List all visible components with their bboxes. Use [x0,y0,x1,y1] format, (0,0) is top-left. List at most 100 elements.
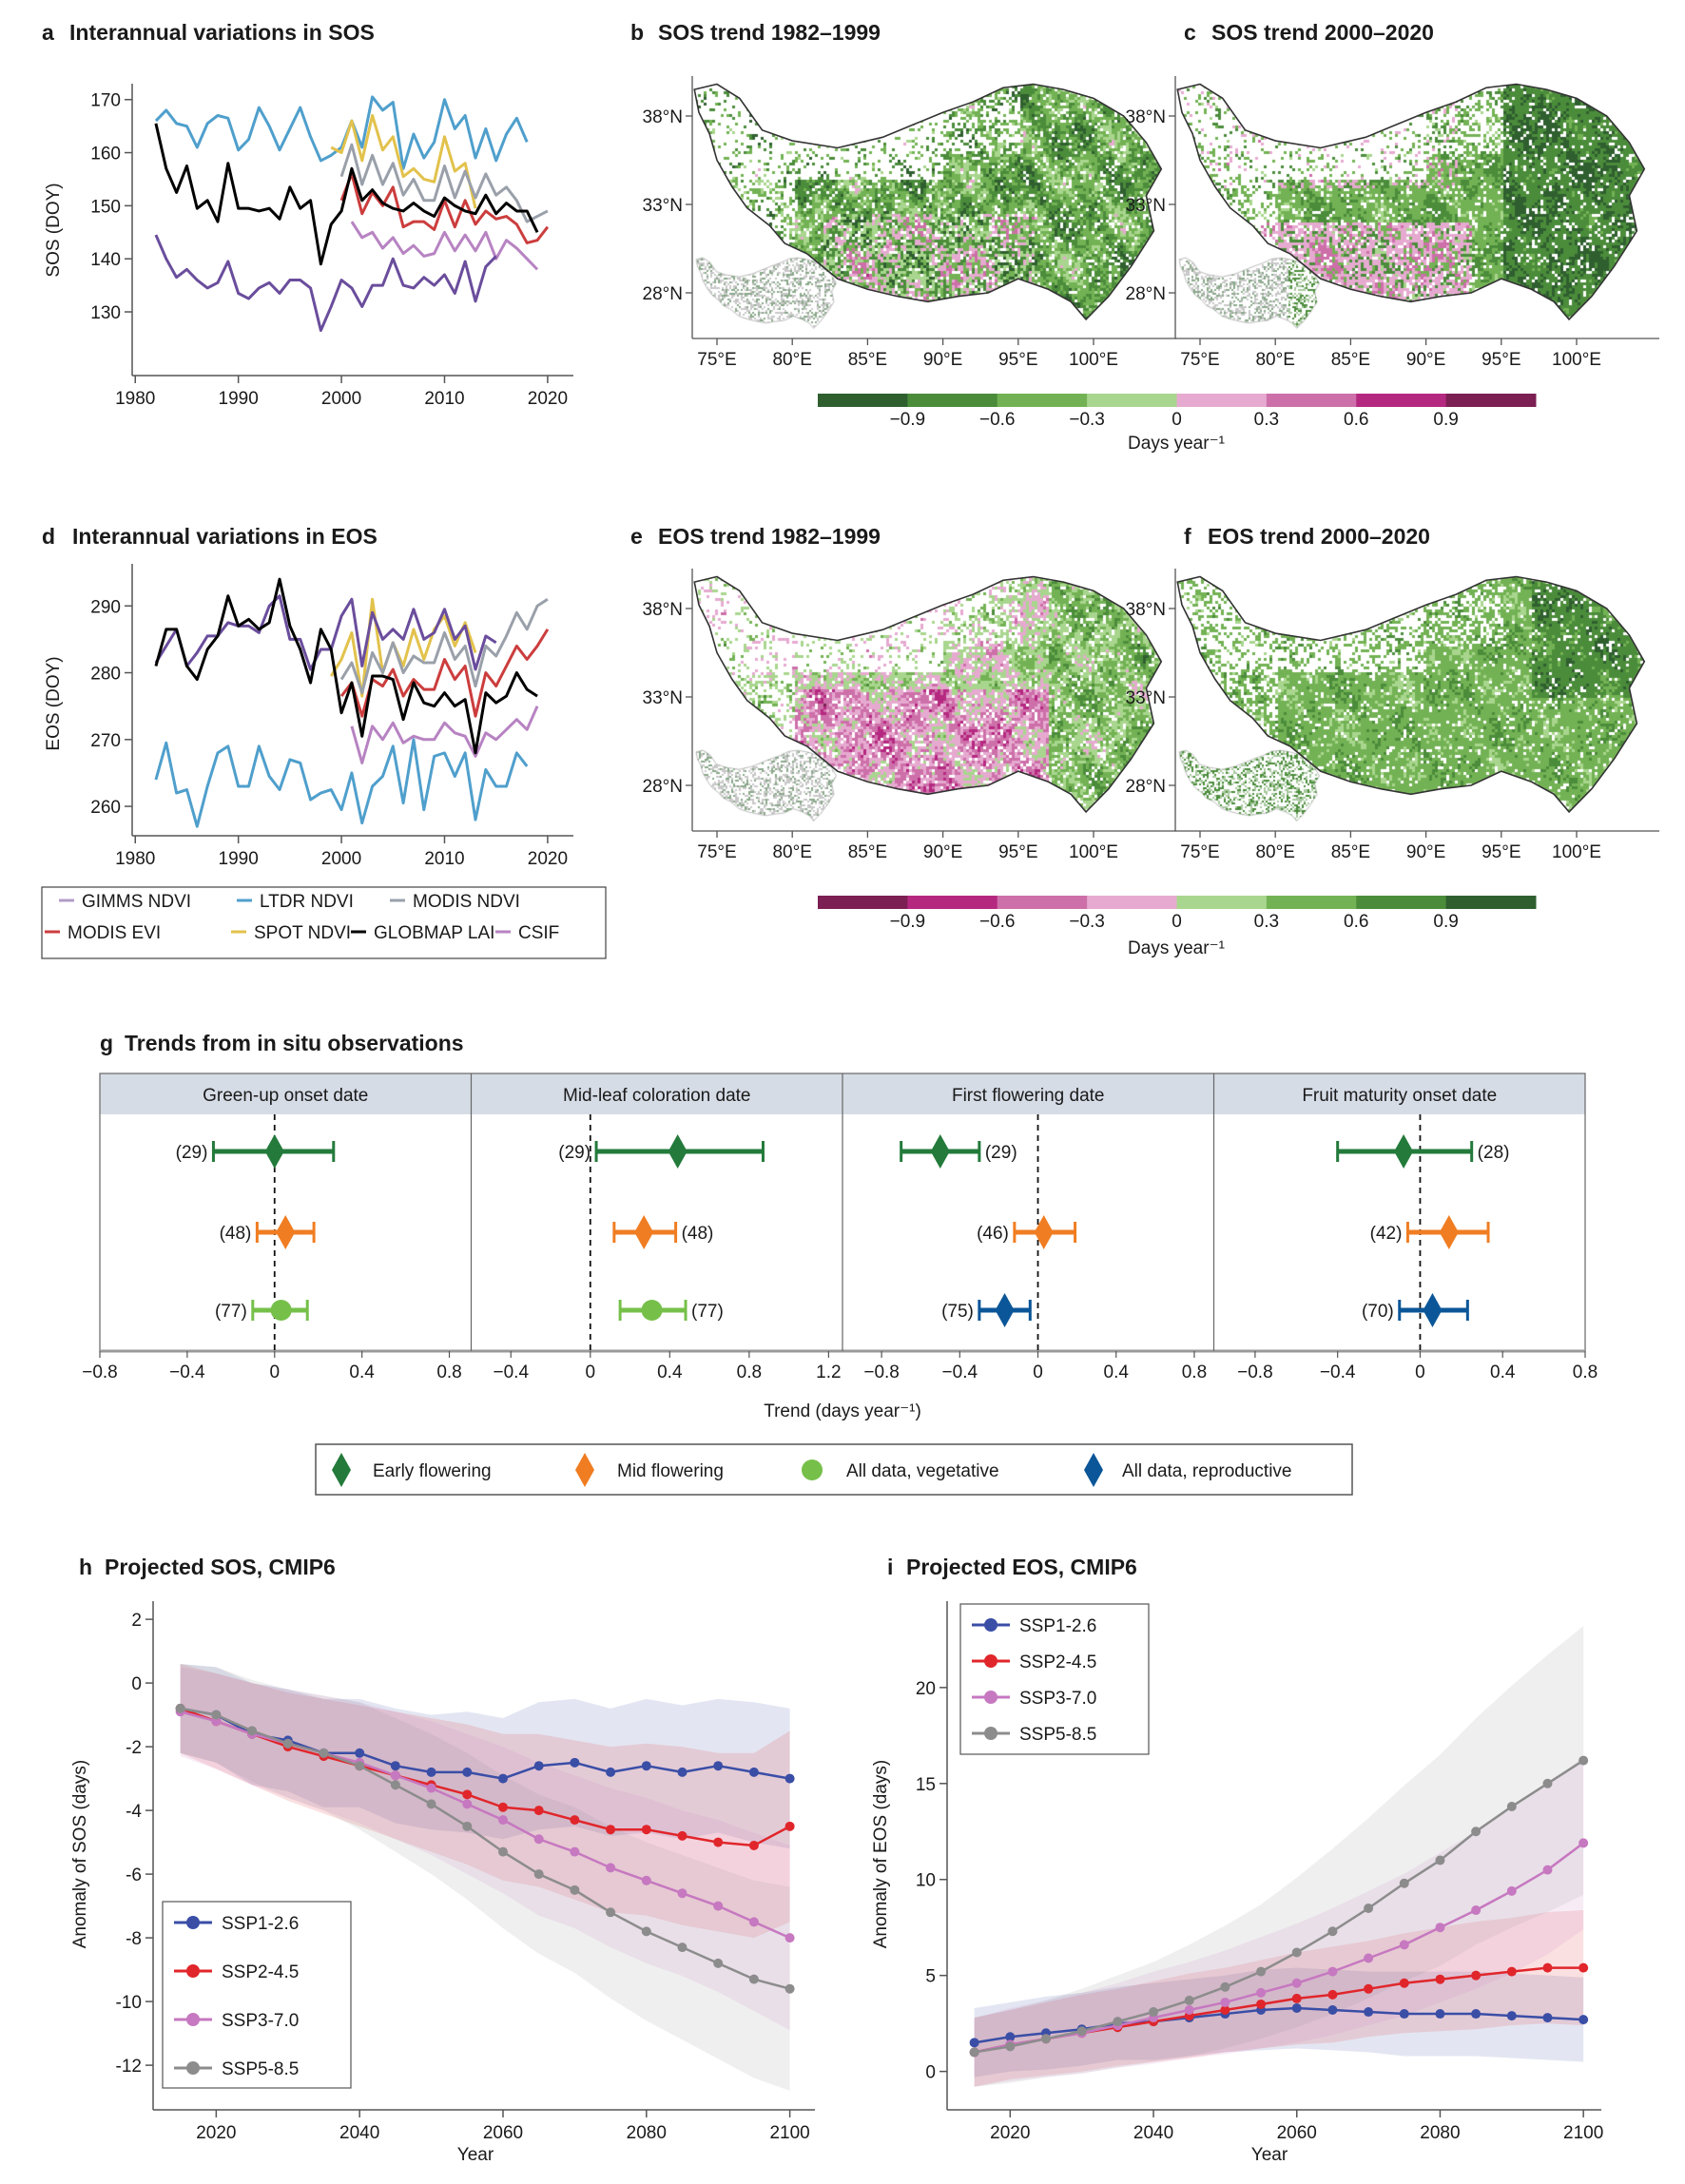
data-point-SSP3-7.0 [1471,1905,1482,1916]
data-point-SSP3-7.0 [570,1846,580,1857]
lon-tick-label: 90°E [1406,350,1445,370]
colorbar-tick-label: −0.9 [890,912,926,932]
colorbar-bin [818,896,908,909]
y-tick-label: 20 [916,1679,936,1699]
data-point-SSP1-2.6 [426,1767,436,1777]
y-tick-label: 10 [916,1871,936,1891]
lat-tick-label: 33°N [1126,688,1166,708]
colorbar-bin [907,394,998,407]
chart-h: 2020 2040 2060 2080 2100 2 0 -2 -4 -6 -8 -10 -12 SSP1… [116,1601,815,2143]
y-tick-label: 130 [90,303,121,323]
x-tick-label: −0.4 [494,1363,530,1382]
legend-label: All data, vegetative [846,1461,999,1481]
x-tick-label: 1990 [219,389,259,409]
data-point-SSP3-7.0 [1291,1978,1302,1988]
lon-tick-label: 80°E [1255,842,1294,862]
uncertainty-band-SSP1-2.6 [180,1663,790,1849]
uncertainty-band-SSP3-7.0 [974,1756,1584,2087]
data-point-SSP5-8.5 [748,1974,759,1984]
legend-label: SSP5-8.5 [1019,1725,1096,1745]
sample-size-label: (28) [1478,1143,1510,1163]
chart-d: 1980 1990 2000 2010 2020 260 270 280 290 [90,564,573,869]
data-point-SSP3-7.0 [1578,1838,1589,1848]
panel-title-text: EOS trend 2000–2020 [1208,524,1430,549]
x-axis-label-g: Trend (days year⁻¹) [764,1401,921,1421]
lon-tick-label: 75°E [697,842,736,862]
data-point-SSP5-8.5 [570,1884,580,1895]
colorbar-bin [997,394,1088,407]
legend-label: SSP5-8.5 [222,2059,299,2079]
series-line-CSIF [350,705,539,764]
diamond-marker [995,1293,1015,1327]
lon-tick-label: 100°E [1069,842,1118,862]
x-tick-label: 2000 [321,389,361,409]
series-line-GIMMS NDVI [154,594,497,671]
data-point-SSP2-4.5 [1506,1966,1517,1977]
colorbar-tick-label: −0.6 [979,912,1016,932]
colorbar-bin [907,896,998,909]
y-tick-label: -6 [126,1865,142,1885]
x-tick-label: 2020 [990,2123,1030,2143]
colorbar-bin [1176,394,1268,407]
colorbar: −0.9 −0.6 −0.3 0 0.3 0.6 0.9 [818,896,1537,932]
panel-letter: b [630,20,644,45]
x-tick-label: 0.8 [737,1363,762,1382]
data-point-SSP5-8.5 [1256,1966,1267,1977]
data-point: (29) [558,1134,765,1169]
lat-tick-label: 28°N [643,777,683,797]
data-point-SSP3-7.0 [713,1901,724,1911]
legend-marker [984,1654,997,1668]
uncertainty-band-SSP2-4.5 [974,1910,1584,2087]
data-point-SSP1-2.6 [677,1767,688,1777]
series-line-GLOBMAP LAI [154,577,538,755]
data-point-SSP5-8.5 [1435,1855,1445,1865]
data-point-SSP1-2.6 [390,1761,400,1771]
series-line-LTDR NDVI [154,738,529,828]
facet-0: Green-up onset date −0.8 −0.4 0 0.4 0.8 (29) (4… [82,1086,461,1382]
y-tick-label: -4 [126,1802,142,1822]
data-point-SSP5-8.5 [247,1726,258,1736]
x-tick-label: 2020 [528,389,568,409]
satellite-legend: GIMMS NDVI LTDR NDVI MODIS NDVI MODIS EVI SP… [41,886,607,959]
y-tick-label: -2 [126,1738,142,1758]
legend-label: CSIF [518,923,559,943]
panel-letter: f [1184,524,1191,549]
y-tick-label: 5 [925,1967,936,1987]
colorbar-tick-label: 0.9 [1433,912,1458,932]
data-point-SSP2-4.5 [784,1821,795,1831]
data-point-SSP5-8.5 [462,1821,473,1831]
data-point-SSP5-8.5 [1471,1826,1482,1837]
data-point-SSP5-8.5 [282,1738,293,1749]
y-tick-label: 260 [90,798,121,818]
y-tick-label: 290 [90,597,121,617]
series-line-SSP3-7.0 [974,1842,1584,2054]
plateau-outline [1176,575,1646,814]
colorbar-bin [1087,896,1177,909]
y-axis-label-i: Anomaly of EOS (days) [871,1760,891,1949]
lon-tick-label: 85°E [1331,842,1370,862]
data-point-SSP5-8.5 [1005,2041,1016,2052]
data-point-SSP3-7.0 [1220,1997,1230,2007]
panel-d-title: d Interannual variations in EOS [42,524,378,549]
y-tick-label: 170 [90,91,121,111]
data-point-SSP5-8.5 [355,1761,365,1771]
legend-marker [984,1618,997,1632]
sample-size-label: (29) [558,1143,591,1163]
series-line-MODIS NDVI [339,597,549,695]
data-point-SSP3-7.0 [1542,1865,1553,1875]
sample-size-label: (46) [977,1224,1009,1244]
panel-e-title: e EOS trend 1982–1999 [630,524,881,549]
data-point-SSP3-7.0 [426,1783,436,1793]
legend-label: All data, reproductive [1122,1461,1292,1481]
colorbar-tick-label: −0.9 [890,410,926,430]
chart-a: 1980 1990 2000 2010 2020 130 140 150 160 170 [90,84,573,409]
data-point-SSP2-4.5 [1364,1983,1374,1994]
lon-tick-label: 85°E [1331,350,1370,370]
data-point-SSP5-8.5 [1364,1904,1374,1914]
y-axis-label-d: EOS (DOY) [44,656,64,750]
panel-f-title: f EOS trend 2000–2020 [1184,524,1430,549]
data-point-SSP1-2.6 [1327,2005,1338,2016]
data-point-SSP2-4.5 [1471,1970,1482,1981]
x-tick-label: 2010 [424,849,464,869]
diamond-marker [1423,1293,1443,1327]
